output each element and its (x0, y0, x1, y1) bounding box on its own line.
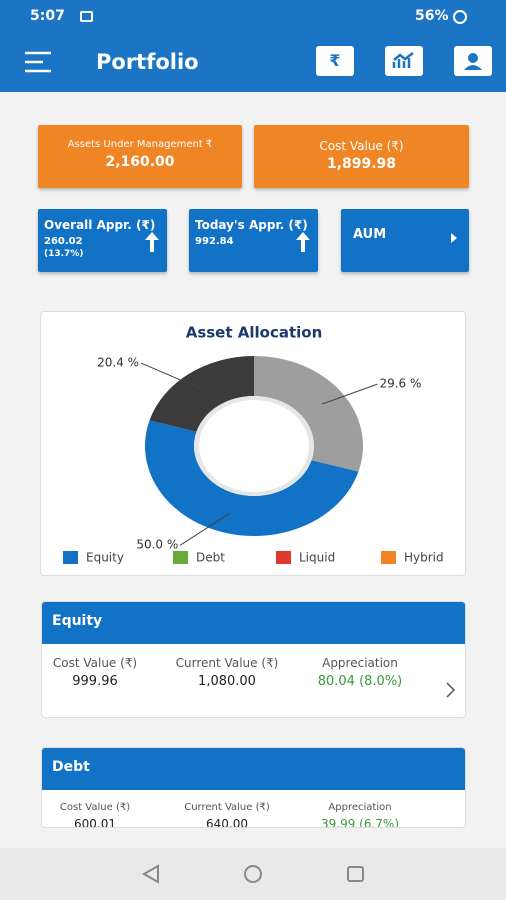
home-button[interactable] (244, 865, 262, 883)
cost-label: Cost Value (₹) (319, 139, 404, 153)
leader-line (140, 362, 204, 391)
back-button[interactable] (141, 864, 159, 884)
hole (199, 400, 309, 492)
col-label: Cost Value (₹) (59, 802, 131, 813)
col-value: 640.00 (206, 817, 248, 828)
col-value: 80.04 (8.0%) (317, 674, 403, 689)
legend-label: Equity (86, 551, 124, 565)
aum-label: Assets Under Management ₹ (67, 139, 213, 150)
col: Cost Value (₹) 999.96 (42, 656, 160, 689)
legend-swatch (173, 551, 188, 564)
overall-value: 260.02 (44, 236, 83, 247)
col: Cost Value (₹) 600.01 (42, 802, 160, 828)
col-label: Cost Value (₹) (52, 656, 138, 670)
debt-section[interactable]: Debt Cost Value (₹) 600.01 Current Value … (41, 747, 466, 828)
slice-label: 29.6 % (379, 377, 421, 391)
up-arrow (145, 232, 159, 252)
today-appr-card: Today's Appr. (₹) 992.84 (189, 209, 318, 272)
chart-title: Asset Allocation (186, 324, 323, 342)
cost-value: 1,899.98 (326, 156, 397, 172)
col: Appreciation 39.99 (6.7%) (295, 802, 425, 828)
overall-appr-card: Overall Appr. (₹) 260.02 (13.7%) (38, 209, 167, 272)
today-value: 992.84 (195, 236, 234, 247)
chevron (446, 682, 456, 698)
equity-section[interactable]: Equity Cost Value (₹) 999.96 Current Valu… (41, 601, 466, 718)
col-value: 1,080.00 (198, 674, 256, 689)
section-title: Debt (42, 748, 465, 790)
pie-slice (254, 356, 363, 472)
col-value: 600.01 (74, 817, 116, 828)
battery: 56% (415, 8, 449, 24)
overall-sub: (13.7%) (44, 249, 84, 259)
aum-button[interactable]: AUM (341, 209, 469, 272)
leader-line (321, 383, 378, 405)
battery-icon (453, 10, 467, 24)
legend-swatch (63, 551, 78, 564)
overall-label: Overall Appr. (₹) (44, 218, 156, 232)
chart-button[interactable] (385, 46, 423, 76)
up-arrow (296, 232, 310, 252)
col-label: Current Value (₹) (175, 656, 279, 670)
aum-card: Assets Under Management ₹ 2,160.00 (38, 125, 242, 188)
pie-slice (149, 356, 254, 432)
col: Appreciation 80.04 (8.0%) (295, 656, 425, 689)
chevron (451, 233, 457, 243)
col-label: Appreciation (328, 802, 392, 813)
time: 5:07 (30, 8, 65, 24)
legend-swatch (381, 551, 396, 564)
col-value: 39.99 (6.7%) (320, 817, 400, 828)
legend-label: Debt (196, 551, 225, 565)
aum-value: 2,160.00 (105, 154, 175, 170)
col: Current Value (₹) 640.00 (162, 802, 292, 828)
app-title: Portfolio (96, 50, 199, 74)
notification-icon (80, 11, 93, 22)
menu-button[interactable] (24, 50, 52, 74)
cost-card: Cost Value (₹) 1,899.98 (254, 125, 469, 188)
today-label: Today's Appr. (₹) (195, 218, 308, 232)
rupee-button[interactable]: ₹ (316, 46, 354, 76)
col: Current Value (₹) 1,080.00 (162, 656, 292, 689)
nav-bar (0, 848, 506, 900)
chart: Asset Allocation 29.6 % 50.0 % 20.4 % Equit… (40, 311, 466, 576)
legend-label: Liquid (299, 551, 335, 565)
aum-button-label: AUM (353, 227, 387, 242)
slice-label: 20.4 % (97, 356, 139, 370)
top-bar: 5:07 56% Portfolio ₹ (0, 0, 506, 92)
col-label: Current Value (₹) (184, 802, 270, 813)
profile-button[interactable] (454, 46, 492, 76)
col-label: Appreciation (322, 656, 398, 670)
slice-label: 50.0 % (136, 538, 178, 552)
legend-swatch (276, 551, 291, 564)
legend-label: Hybrid (404, 551, 444, 565)
recents-button[interactable] (347, 866, 364, 882)
pie-slice (145, 420, 359, 536)
leader-line (180, 512, 231, 546)
col-value: 999.96 (72, 674, 118, 689)
section-title: Equity (42, 602, 465, 644)
